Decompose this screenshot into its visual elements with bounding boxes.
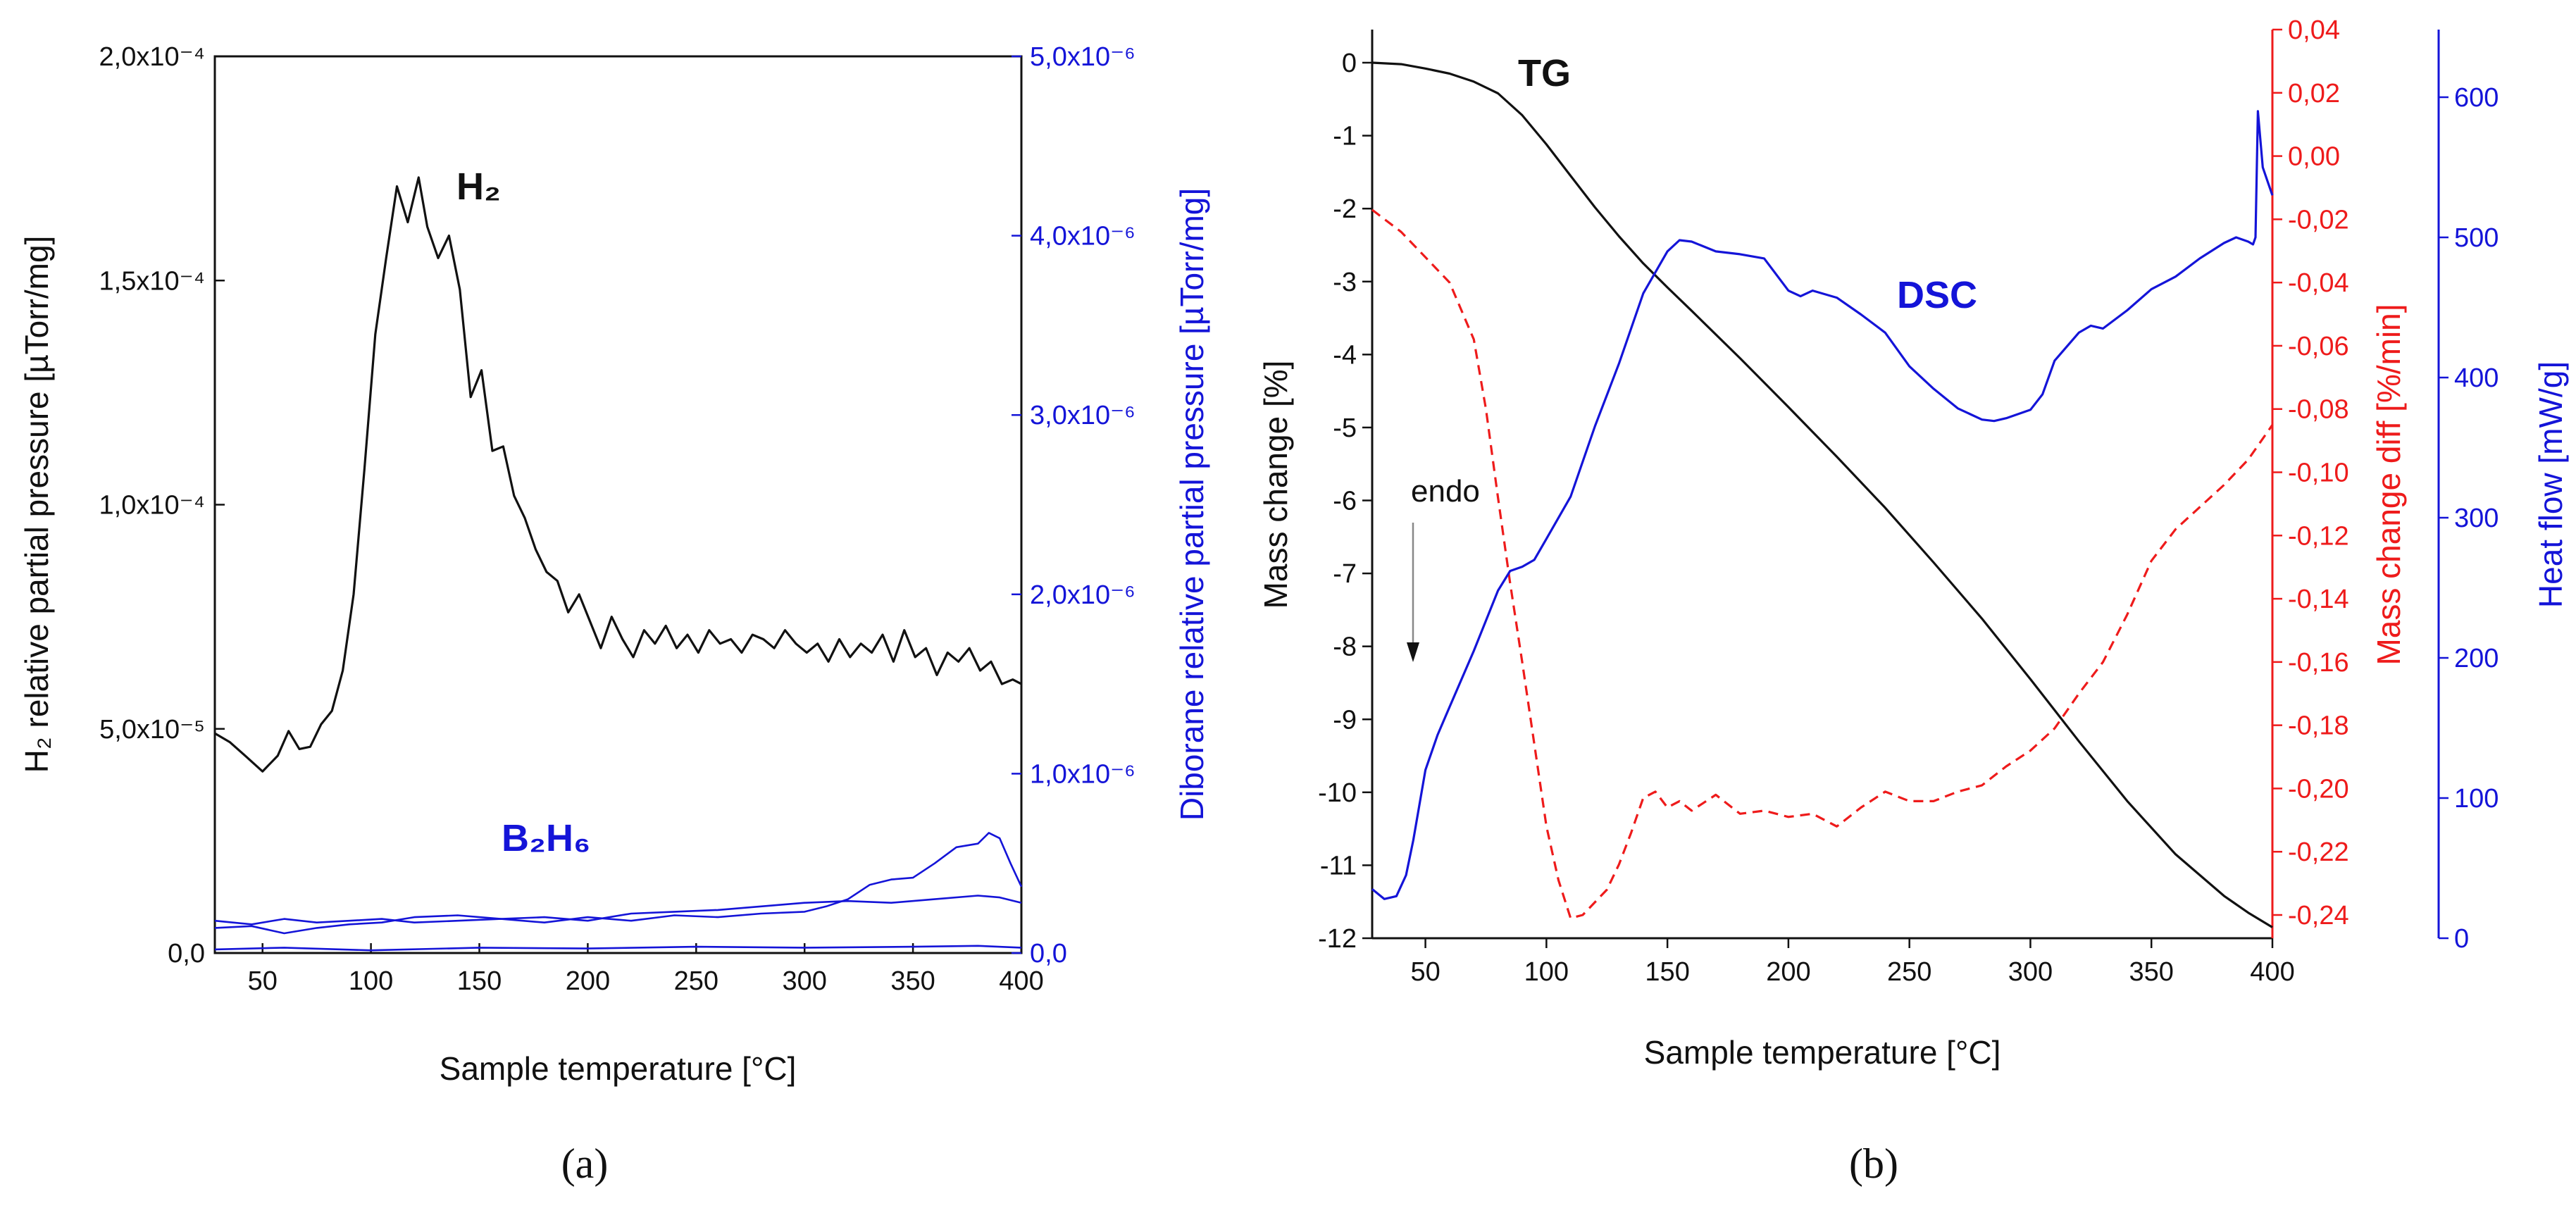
panel-b-y-left-axis-label: Mass change [%]	[1257, 361, 1294, 609]
panel-a-y-left-ticks: 0,0 5,0x10⁻⁵ 1,0x10⁻⁴ 1,5x10⁻⁴ 2,0x10⁻⁴	[99, 42, 225, 969]
panel-b-y-left-tick-label: -11	[1320, 851, 1357, 880]
caption-a: (a)	[561, 1140, 609, 1187]
panel-b-y-right1-ticks: 0,04 0,02 0,00 -0,02 -0,04 -0,06 -0,08 -0,10 -0,…	[2272, 15, 2349, 930]
panel-b-endo-arrowhead	[1407, 642, 1419, 662]
panel-a-series-line-h2	[214, 176, 1022, 773]
panel-a-plot-frame	[213, 55, 1023, 954]
panel-b-y-right2-tick-label: 200	[2454, 644, 2499, 673]
panel-b-y-right2-tick-label: 0	[2454, 924, 2469, 954]
panel-a-y-right-ticks: 0,0 1,0x10⁻⁶ 2,0x10⁻⁶ 3,0x10⁻⁶ 4,0x10⁻⁶ 5,0x1…	[1012, 42, 1135, 969]
panel-b-x-tick-label: 200	[1766, 957, 1810, 987]
panel-b-y-right1-tick-label: -0,16	[2288, 648, 2349, 678]
panel-b-y-left-tick-label: -3	[1333, 268, 1357, 297]
panel-a-series-line-b2h6-3	[214, 945, 1022, 952]
panel-b-y-right1-tick-label: -0,10	[2288, 459, 2349, 488]
panel-b-y-left-tick-label: -6	[1333, 487, 1357, 516]
panel-a-y-right-tick-label: 0,0	[1030, 939, 1067, 969]
panel-b-x-axis-label: Sample temperature [°C]	[1644, 1034, 2001, 1071]
panel-a-y-left-tick-label: 5,0x10⁻⁵	[99, 715, 205, 745]
panel-b-y-right1-tick-label: 0,04	[2288, 15, 2340, 45]
panel-b-y-left-tick-label: -7	[1333, 559, 1357, 589]
panel-b-y-right1-tick-label: -0,02	[2288, 205, 2349, 235]
panel-a-annotation-b2h6: B₂H₆	[502, 817, 591, 859]
panel-b-series-line-dsc	[1371, 110, 2274, 900]
panel-b-y-right1-tick-label: -0,06	[2288, 332, 2349, 361]
panel-a-series-line-b2h6-2	[214, 895, 1022, 935]
panel-b-y-right1-tick-label: -0,22	[2288, 837, 2349, 867]
caption-b: (b)	[1849, 1140, 1898, 1187]
panel-a-x-axis-label: Sample temperature [°C]	[440, 1050, 797, 1087]
panel-b-series-line-mass-change-diff	[1371, 208, 2274, 920]
panel-a-annotation-h2: H₂	[456, 166, 501, 208]
panel-b-series	[1371, 61, 2274, 928]
panel-b-annotation-endo: endo	[1411, 474, 1480, 509]
panel-b-y-left-tick-label: -12	[1318, 924, 1357, 954]
panel-a-y-left-tick-label: 0,0	[168, 939, 205, 969]
panel-b-y-right1-tick-label: -0,24	[2288, 901, 2349, 930]
panel-a-y-right-tick-label: 3,0x10⁻⁶	[1030, 401, 1135, 430]
panel-a-chart: 50 100 150 200 250 300 350 400 0,0 5,0x10⁻⁵ 1,0x1…	[18, 42, 1210, 1087]
panel-a-x-tick-label: 300	[783, 966, 827, 996]
panel-b-y-left-tick-label: -1	[1333, 122, 1357, 151]
panel-b-x-tick-label: 100	[1524, 957, 1569, 987]
panel-a-y-left-axis-label: H₂ relative partial pressure [µTorr/mg]	[18, 236, 55, 773]
panel-b-x-tick-label: 50	[1410, 957, 1440, 987]
panel-b-y-right1-tick-label: -0,20	[2288, 774, 2349, 804]
panel-b-y-right1-tick-label: -0,04	[2288, 268, 2349, 298]
panel-b-y-right1-tick-label: -0,14	[2288, 585, 2349, 614]
panel-a-y-right-tick-label: 1,0x10⁻⁶	[1030, 759, 1135, 789]
panel-b-x-tick-label: 150	[1645, 957, 1689, 987]
panel-b-y-right2-tick-label: 400	[2454, 363, 2499, 393]
panel-b-x-tick-label: 400	[2250, 957, 2294, 987]
panel-b-y-left-tick-label: -2	[1333, 194, 1357, 224]
panel-b-y-right2-tick-label: 500	[2454, 223, 2499, 253]
panel-a-x-ticks: 50 100 150 200 250 300 350 400	[248, 943, 1044, 996]
panel-b-y-right1-tick-label: -0,12	[2288, 521, 2349, 551]
panel-b-annotation-dsc: DSC	[1897, 274, 1977, 316]
panel-b-y-left-ticks: 0 -1 -2 -3 -4 -5 -6 -7 -8 -9 -10 -11 -12	[1318, 49, 1372, 954]
panel-a-x-tick-label: 100	[349, 966, 393, 996]
panel-a-y-left-tick-label: 1,0x10⁻⁴	[99, 491, 205, 521]
panel-a-y-left-tick-label: 1,5x10⁻⁴	[99, 266, 205, 296]
panel-b-annotation-tg: TG	[1518, 52, 1571, 94]
panel-b-y-right1-tick-label: -0,08	[2288, 395, 2349, 425]
panel-a-x-tick-label: 50	[248, 966, 278, 996]
panel-b-x-tick-label: 250	[1887, 957, 1931, 987]
panel-b-y-left-tick-label: -5	[1333, 413, 1357, 443]
panel-b-y-right2-tick-label: 300	[2454, 504, 2499, 533]
panel-a-y-right-axis-label: Diborane relative partial pressure [µTor…	[1174, 188, 1210, 821]
panel-a-series-line-b2h6-1	[214, 832, 1023, 926]
panel-b-y-right2-tick-label: 600	[2454, 83, 2499, 113]
panel-a-x-tick-label: 400	[999, 966, 1043, 996]
panel-b-y-right1-axis-label: Mass change diff [%/min]	[2370, 304, 2407, 665]
panel-b-chart: 50 100 150 200 250 300 350 400 0 -1 -2 -3 -4 -5 -6 -7 -…	[1257, 15, 2569, 1071]
panel-b-y-left-tick-label: 0	[1342, 49, 1357, 78]
panel-b-y-right2-tick-label: 100	[2454, 784, 2499, 814]
panel-b-y-right1-tick-label: 0,02	[2288, 79, 2340, 108]
panel-a-x-tick-label: 250	[674, 966, 718, 996]
panel-b-y-right2-ticks: 0 100 200 300 400 500 600	[2439, 83, 2499, 954]
panel-b-y-right1-tick-label: 0,00	[2288, 142, 2340, 172]
panel-b-x-tick-label: 300	[2008, 957, 2053, 987]
panel-b-series-line-tg	[1371, 61, 2273, 928]
panel-a-x-tick-label: 150	[457, 966, 502, 996]
panel-b-y-left-tick-label: -8	[1333, 633, 1357, 662]
panel-b-y-left-tick-label: -9	[1333, 705, 1357, 735]
panel-a-y-right-tick-label: 4,0x10⁻⁶	[1030, 222, 1135, 251]
panel-b-y-left-tick-label: -10	[1318, 778, 1357, 808]
panel-b-y-right2-axis-label: Heat flow [mW/g]	[2532, 361, 2569, 608]
panel-a-series	[214, 176, 1023, 952]
panel-b-y-left-tick-label: -4	[1333, 340, 1357, 370]
panel-b-y-right1-tick-label: -0,18	[2288, 711, 2349, 741]
panel-b-x-ticks: 50 100 150 200 250 300 350 400	[1410, 938, 2295, 987]
panel-a-y-right-tick-label: 5,0x10⁻⁶	[1030, 42, 1135, 72]
panel-a-y-right-tick-label: 2,0x10⁻⁶	[1030, 580, 1135, 610]
panel-a-x-tick-label: 200	[566, 966, 610, 996]
panel-a-x-tick-label: 350	[890, 966, 935, 996]
panel-a-y-left-tick-label: 2,0x10⁻⁴	[99, 42, 205, 72]
panel-b-x-tick-label: 350	[2129, 957, 2174, 987]
